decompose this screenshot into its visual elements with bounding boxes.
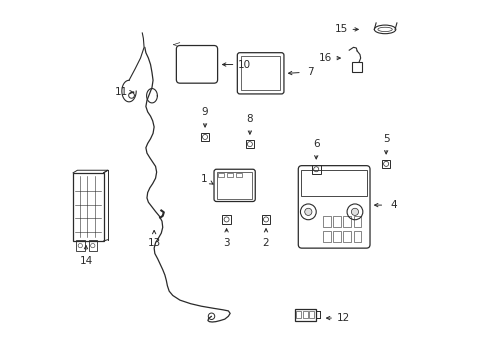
Bar (226, 173, 233, 177)
Text: 14: 14 (79, 256, 92, 266)
Bar (353, 231, 361, 242)
Text: 3: 3 (223, 238, 229, 248)
Text: 9: 9 (202, 107, 208, 117)
Text: 2: 2 (262, 238, 269, 248)
Bar (333, 231, 341, 242)
Bar (296, 311, 301, 319)
Bar (217, 172, 252, 199)
Circle shape (304, 208, 311, 215)
Bar (217, 173, 224, 177)
Bar (245, 140, 254, 148)
Bar (333, 216, 341, 226)
Bar (241, 56, 280, 90)
Text: 16: 16 (318, 53, 331, 63)
Bar (351, 62, 362, 72)
Circle shape (351, 208, 358, 215)
Text: 4: 4 (389, 200, 396, 210)
Text: 6: 6 (312, 139, 319, 149)
Bar (303, 311, 307, 319)
Text: 7: 7 (307, 67, 313, 77)
Text: 13: 13 (147, 238, 161, 248)
Bar (301, 170, 366, 196)
Bar (294, 309, 316, 320)
Bar (222, 215, 230, 224)
Text: 5: 5 (382, 134, 388, 144)
Bar (311, 165, 320, 174)
Bar (76, 240, 85, 251)
Text: 10: 10 (238, 59, 250, 69)
Text: 12: 12 (336, 313, 349, 323)
Bar (261, 215, 270, 224)
Bar (353, 216, 361, 226)
Text: 11: 11 (115, 87, 128, 97)
Text: 8: 8 (246, 114, 253, 124)
Bar (88, 240, 97, 251)
Bar (343, 216, 351, 226)
Bar (381, 159, 389, 168)
Text: 15: 15 (334, 24, 347, 35)
Bar (323, 231, 330, 242)
Bar (323, 216, 330, 226)
Bar (73, 173, 103, 241)
Bar (309, 311, 313, 319)
Bar (201, 133, 209, 141)
Bar (235, 173, 242, 177)
Bar (343, 231, 351, 242)
Text: 1: 1 (201, 174, 207, 184)
